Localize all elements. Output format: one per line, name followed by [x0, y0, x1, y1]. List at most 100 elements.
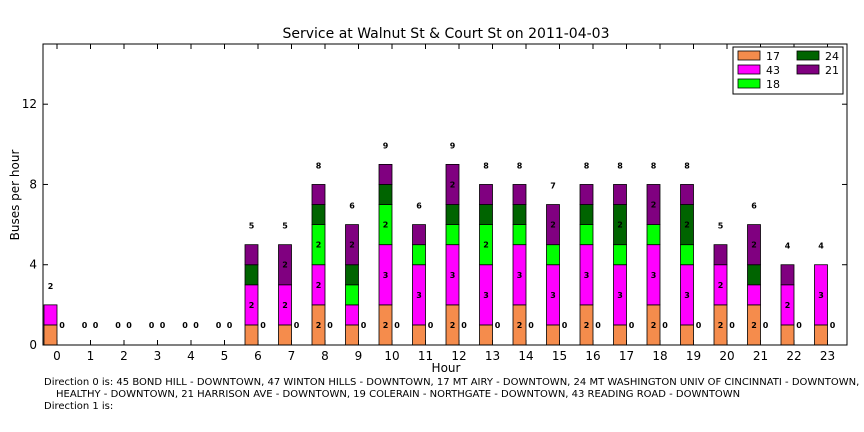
bar-total-label: 8 — [483, 161, 489, 170]
legend-label: 24 — [825, 50, 839, 63]
segment-value-label: 2 — [584, 321, 590, 330]
segment-value-label: 2 — [483, 241, 489, 250]
bar-segment — [713, 244, 728, 266]
bar-segment — [244, 264, 259, 286]
segment-value-label: 3 — [416, 291, 422, 300]
bar-segment — [512, 184, 527, 205]
x-tick-label: 17 — [619, 349, 634, 363]
x-tick-label: 11 — [418, 349, 433, 363]
bar-segment — [646, 224, 661, 246]
x-tick-label: 2 — [120, 349, 128, 363]
bar-segment — [747, 224, 761, 266]
bar-total-label: 8 — [316, 161, 322, 170]
x-tick-label: 15 — [552, 349, 567, 363]
bar-segment — [579, 224, 594, 246]
segment-value-label: 2 — [282, 261, 288, 270]
bar-segment — [579, 184, 594, 205]
bar-segment — [345, 224, 359, 266]
direction-1-total-label: 0 — [193, 321, 199, 330]
bar-total-label: 4 — [785, 242, 791, 251]
x-tick-label: 1 — [87, 349, 95, 363]
bar-total-label: 8 — [584, 161, 590, 170]
bar-segment — [546, 204, 560, 246]
legend-label: 18 — [766, 78, 780, 91]
segment-value-label: 2 — [450, 321, 456, 330]
bar-segment — [378, 163, 393, 185]
bar-segment — [613, 324, 627, 346]
legend-label: 43 — [766, 64, 780, 77]
segment-value-label: 3 — [483, 291, 489, 300]
bar-segment — [311, 184, 326, 205]
bar-segment — [747, 284, 761, 306]
y-axis-label: Buses per hour — [8, 150, 22, 241]
direction-0-zero-label: 0 — [216, 321, 222, 330]
bar-segment — [345, 304, 359, 326]
bar-segment — [613, 244, 627, 266]
bus-service-chart: Service at Walnut St & Court St on 2011-… — [8, 26, 848, 375]
segment-value-label: 2 — [718, 321, 724, 330]
direction-1-total-label: 0 — [160, 321, 166, 330]
x-tick-label: 13 — [485, 349, 500, 363]
segment-value-label: 2 — [785, 301, 791, 310]
x-tick-label: 8 — [321, 349, 329, 363]
bar-segment — [244, 324, 259, 346]
bar-total-label: 4 — [818, 242, 824, 251]
bar-segment — [345, 264, 359, 286]
segment-value-label: 2 — [316, 321, 322, 330]
bar-total-label: 8 — [651, 161, 657, 170]
x-tick-label: 3 — [154, 349, 162, 363]
direction-1-total-label: 0 — [428, 321, 434, 330]
bar-total-label: 6 — [416, 202, 422, 211]
direction-1-total-label: 0 — [696, 321, 702, 330]
segment-value-label: 2 — [617, 221, 623, 230]
segment-value-label: 2 — [550, 221, 556, 230]
bar-total-label: 6 — [751, 202, 757, 211]
segment-value-label: 2 — [651, 201, 657, 210]
x-tick-label: 9 — [355, 349, 363, 363]
segment-value-label: 2 — [349, 241, 355, 250]
x-tick-label: 19 — [686, 349, 701, 363]
bar-segment — [345, 324, 359, 346]
direction-1-total-label: 0 — [595, 321, 601, 330]
segment-value-label: 2 — [718, 281, 724, 290]
segment-value-label: 2 — [383, 321, 389, 330]
bar-segment — [43, 304, 58, 326]
y-tick-label: 8 — [29, 177, 37, 191]
bar-segment — [311, 204, 326, 226]
direction-1-total-label: 0 — [394, 321, 400, 330]
legend-swatch — [796, 50, 820, 61]
direction-0-zero-label: 0 — [115, 321, 121, 330]
direction-notes: Direction 0 is: 45 BOND HILL - DOWNTOWN,… — [44, 377, 859, 413]
x-tick-label: 5 — [221, 349, 229, 363]
legend-swatch — [796, 64, 820, 75]
bar-segment — [546, 324, 560, 346]
bar-total-label: 8 — [684, 161, 690, 170]
x-tick-label: 7 — [288, 349, 296, 363]
direction-1-total-label: 0 — [729, 321, 735, 330]
x-tick-label: 4 — [187, 349, 195, 363]
bar-segment — [412, 224, 426, 246]
x-tick-label: 21 — [753, 349, 768, 363]
segment-value-label: 3 — [550, 291, 556, 300]
segment-value-label: 2 — [316, 241, 322, 250]
bar-segment — [278, 244, 292, 286]
direction-1-total-label: 0 — [260, 321, 266, 330]
direction-0-zero-label: 0 — [182, 321, 188, 330]
bar-segment — [814, 324, 828, 346]
bar-segment — [445, 163, 460, 205]
bar-segment — [43, 324, 58, 346]
x-tick-label: 10 — [384, 349, 399, 363]
bar-segment — [814, 264, 828, 326]
legend-label: 21 — [825, 64, 839, 77]
segment-value-label: 3 — [517, 271, 523, 280]
bar-total-label: 9 — [383, 141, 389, 150]
x-tick-label: 20 — [719, 349, 734, 363]
segment-value-label: 2 — [316, 281, 322, 290]
chart-title: Service at Walnut St & Court St on 2011-… — [283, 26, 610, 42]
bar-segment — [412, 324, 426, 346]
x-tick-label: 23 — [820, 349, 835, 363]
direction-1-total-label: 0 — [227, 321, 233, 330]
bar-segment — [512, 224, 527, 246]
